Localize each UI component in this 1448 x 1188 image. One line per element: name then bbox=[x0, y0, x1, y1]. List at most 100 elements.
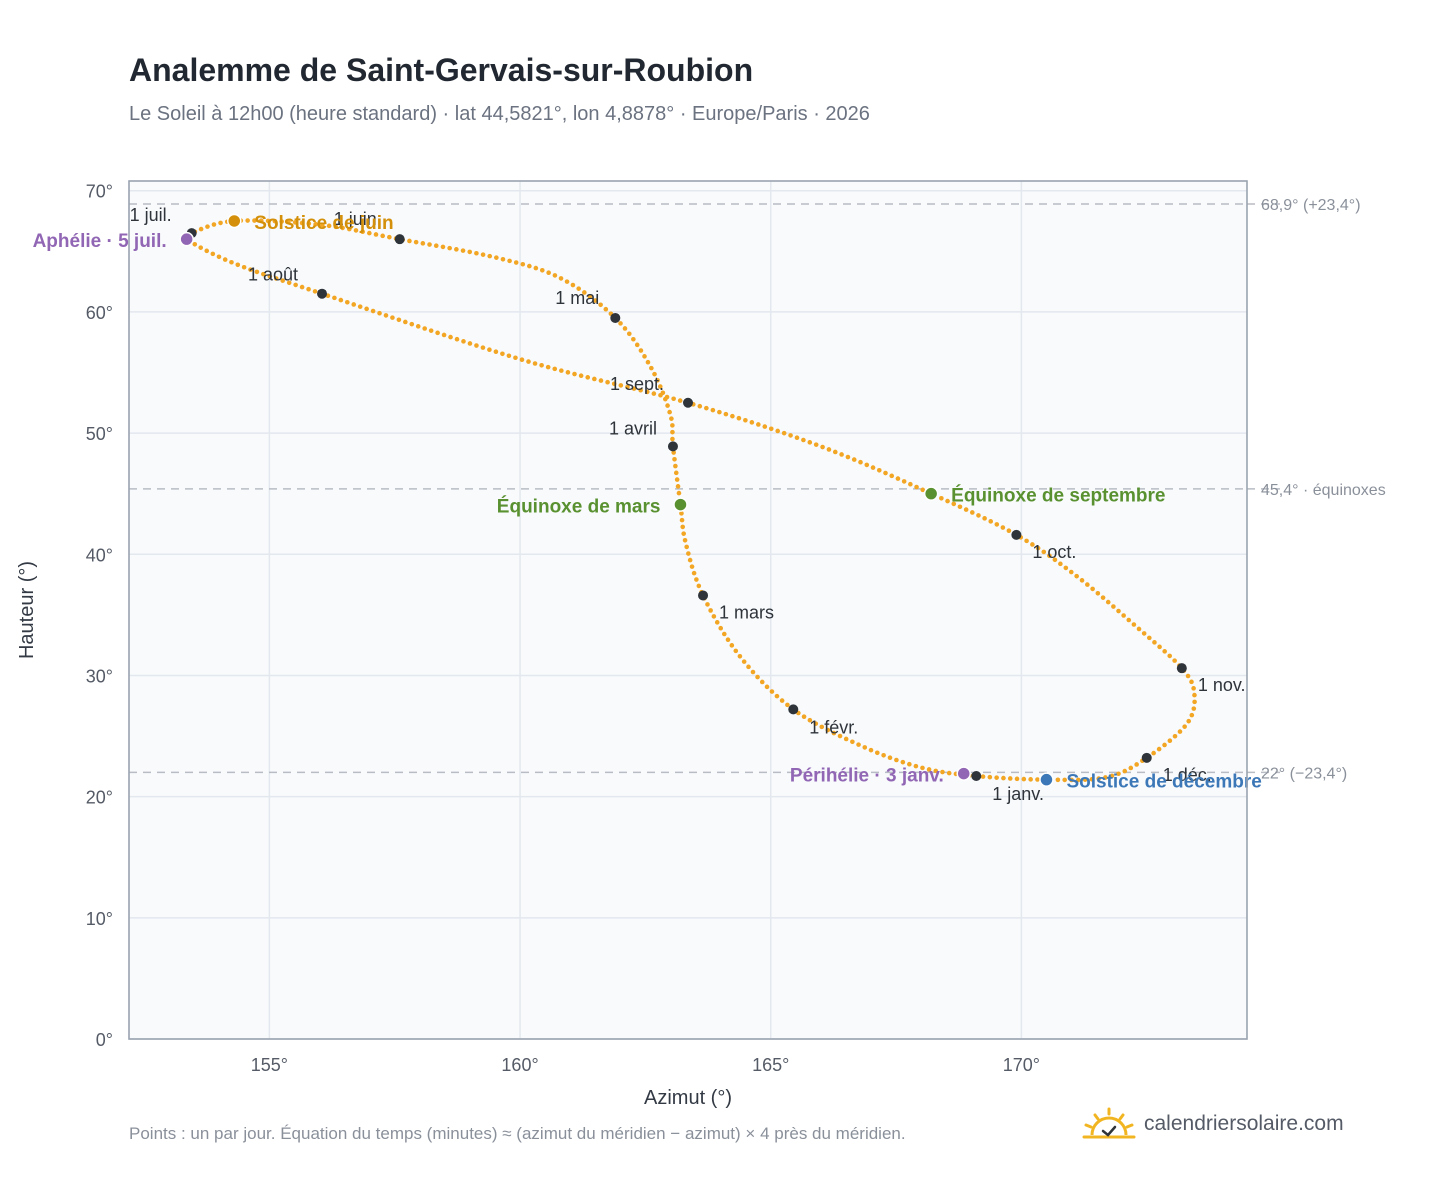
day-dot bbox=[440, 244, 446, 250]
day-dot bbox=[346, 226, 352, 232]
day-dot bbox=[856, 742, 861, 747]
day-dot bbox=[383, 313, 389, 318]
day-dot bbox=[272, 218, 278, 224]
day-dot bbox=[1136, 626, 1142, 632]
day-dot bbox=[870, 465, 876, 470]
day-dot bbox=[736, 415, 742, 421]
day-dot bbox=[711, 614, 717, 619]
day-dot bbox=[539, 267, 545, 273]
day-dot bbox=[717, 409, 722, 415]
month-label: 1 nov. bbox=[1198, 675, 1246, 695]
y-tick-label: 60° bbox=[86, 303, 113, 323]
day-dot bbox=[248, 267, 253, 272]
x-tick-label: 165° bbox=[752, 1055, 789, 1075]
event-marker bbox=[923, 486, 939, 501]
day-dot bbox=[1131, 622, 1137, 627]
day-dot bbox=[1116, 608, 1121, 614]
day-dot bbox=[427, 242, 432, 247]
day-dot bbox=[552, 273, 558, 278]
day-dot bbox=[587, 294, 593, 299]
day-dot bbox=[679, 511, 684, 516]
day-dot bbox=[671, 396, 676, 402]
day-dot bbox=[345, 299, 350, 305]
day-dot bbox=[480, 345, 486, 350]
reference-line-label: 68,9° (+23,4°) bbox=[1261, 197, 1361, 214]
day-dot bbox=[638, 348, 644, 353]
day-dot bbox=[273, 276, 279, 281]
day-dot bbox=[723, 411, 729, 417]
day-dot bbox=[638, 387, 643, 393]
day-dot bbox=[572, 371, 577, 377]
day-dot bbox=[729, 643, 735, 648]
day-dot bbox=[279, 219, 284, 224]
y-tick-label: 40° bbox=[86, 545, 113, 565]
event-label: Équinoxe de septembre bbox=[951, 485, 1165, 507]
day-dot bbox=[1035, 545, 1041, 551]
day-dot bbox=[390, 315, 395, 320]
day-dot bbox=[507, 258, 512, 264]
day-dot bbox=[1047, 553, 1052, 559]
day-dot bbox=[634, 342, 640, 348]
day-dot bbox=[622, 326, 628, 331]
day-dot bbox=[681, 531, 686, 536]
day-dot bbox=[845, 454, 851, 460]
day-dot bbox=[1074, 573, 1079, 579]
day-dot bbox=[743, 417, 748, 423]
day-dot bbox=[1105, 599, 1111, 605]
day-dot bbox=[705, 602, 710, 607]
day-dot bbox=[1085, 582, 1090, 587]
month-label: 1 févr. bbox=[809, 717, 858, 737]
day-dot bbox=[785, 702, 790, 708]
day-dot bbox=[461, 339, 466, 344]
day-dot bbox=[764, 684, 770, 690]
day-dot bbox=[494, 255, 499, 260]
month-label: 1 mai bbox=[555, 288, 599, 308]
chart-subtitle: Le Soleil à 12h00 (heure standard) · lat… bbox=[129, 103, 870, 125]
day-dot bbox=[578, 373, 584, 378]
day-dot bbox=[1001, 775, 1006, 781]
day-dot bbox=[532, 361, 538, 366]
day-dot bbox=[1111, 604, 1116, 609]
day-dot bbox=[598, 302, 603, 308]
day-dot bbox=[697, 403, 703, 409]
day-dot bbox=[565, 370, 571, 375]
day-dot bbox=[377, 310, 382, 316]
day-dot bbox=[801, 714, 807, 719]
day-dot bbox=[826, 447, 832, 452]
day-dot bbox=[673, 463, 678, 469]
day-dot bbox=[1192, 699, 1197, 705]
day-dot bbox=[926, 767, 932, 772]
day-dot bbox=[1069, 777, 1074, 783]
day-dot bbox=[862, 745, 868, 750]
day-dot bbox=[680, 524, 686, 530]
day-dot bbox=[779, 698, 785, 703]
day-dot bbox=[299, 284, 305, 290]
day-dot bbox=[333, 224, 339, 230]
brand-logo[interactable]: calendriersolaire.com bbox=[1082, 1104, 1344, 1144]
day-dot bbox=[428, 328, 434, 333]
day-dot bbox=[858, 459, 863, 465]
day-dot bbox=[940, 769, 945, 775]
footnote: Points : un par jour. Équation du temps … bbox=[129, 1124, 906, 1143]
day-dot bbox=[1090, 586, 1095, 592]
day-dot bbox=[957, 504, 963, 510]
event-marker bbox=[956, 766, 971, 781]
month-marker bbox=[317, 288, 328, 299]
day-dot bbox=[229, 259, 234, 265]
day-dot bbox=[689, 564, 695, 569]
month-marker bbox=[788, 704, 799, 715]
day-dot bbox=[820, 444, 825, 450]
day-dot bbox=[889, 473, 895, 479]
day-dot bbox=[1128, 765, 1134, 771]
day-dot bbox=[746, 664, 751, 670]
day-dot bbox=[306, 221, 312, 226]
day-dot bbox=[1096, 776, 1101, 781]
day-dot bbox=[755, 674, 760, 680]
day-dot bbox=[696, 583, 702, 589]
day-dot bbox=[946, 770, 952, 776]
day-dot bbox=[448, 334, 453, 340]
day-dot bbox=[708, 608, 713, 613]
day-dot bbox=[564, 279, 570, 284]
day-dot bbox=[1116, 771, 1121, 777]
